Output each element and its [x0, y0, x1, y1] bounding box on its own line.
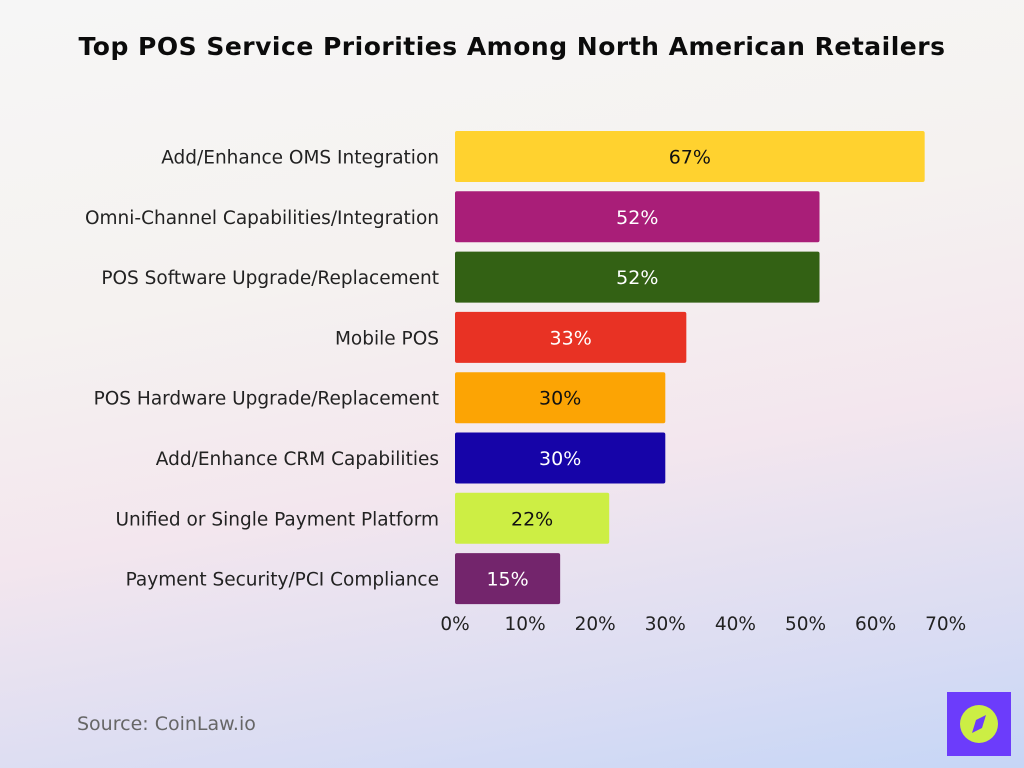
bar	[455, 492, 610, 544]
bar	[455, 311, 687, 363]
category-label: Mobile POS	[335, 328, 439, 349]
category-label: Omni-Channel Capabilities/Integration	[85, 208, 439, 229]
data-label: 22%	[511, 508, 553, 530]
category-label: Add/Enhance CRM Capabilities	[156, 449, 439, 470]
category-label: Add/Enhance OMS Integration	[161, 148, 439, 169]
data-label: 30%	[539, 448, 581, 470]
data-label: 52%	[616, 207, 658, 229]
x-tick-label: 70%	[925, 614, 966, 635]
x-tick-label: 60%	[855, 614, 896, 635]
bar	[455, 131, 925, 182]
data-label: 52%	[616, 267, 658, 289]
x-tick-label: 0%	[440, 614, 469, 635]
data-label: 15%	[486, 569, 528, 591]
category-label: Payment Security/PCI Compliance	[126, 570, 439, 591]
source-text: Source: CoinLaw.io	[77, 713, 256, 735]
x-tick-label: 20%	[575, 614, 616, 635]
bar	[455, 432, 666, 484]
logo	[947, 692, 1011, 756]
category-label: Unified or Single Payment Platform	[115, 509, 439, 530]
x-tick-label: 30%	[645, 614, 686, 635]
compass-icon	[960, 705, 998, 743]
x-tick-label: 50%	[785, 614, 826, 635]
data-label: 67%	[669, 147, 711, 169]
chart-title: Top POS Service Priorities Among North A…	[78, 32, 946, 61]
data-label: 30%	[539, 388, 581, 410]
category-label: POS Software Upgrade/Replacement	[101, 268, 439, 289]
x-tick-label: 40%	[715, 614, 756, 635]
x-tick-label: 10%	[505, 614, 546, 635]
bar	[455, 553, 561, 605]
data-label: 33%	[550, 327, 592, 349]
category-label: POS Hardware Upgrade/Replacement	[94, 389, 439, 410]
bar	[455, 372, 666, 424]
bar	[455, 191, 820, 243]
bar	[455, 251, 820, 303]
